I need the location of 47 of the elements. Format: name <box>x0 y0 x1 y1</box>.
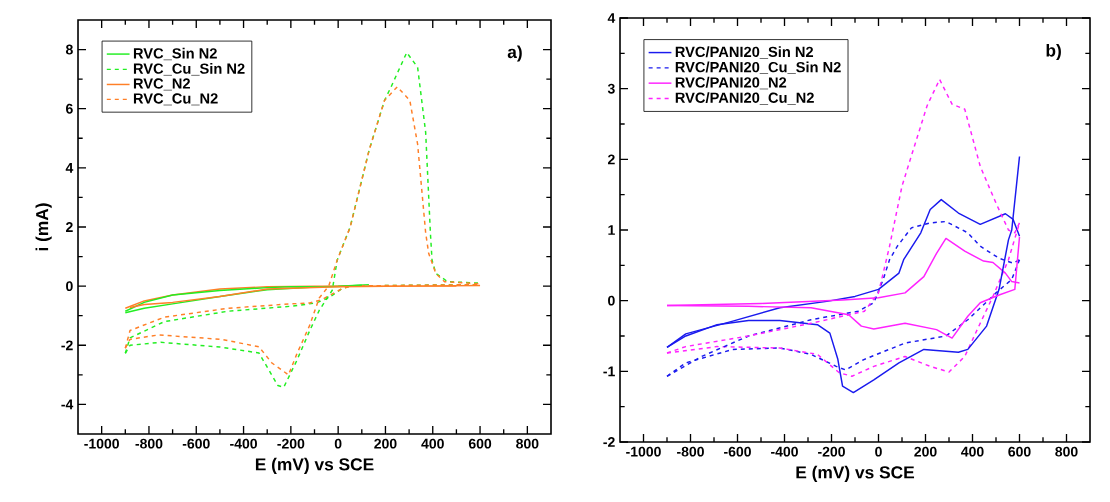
y-tick-label: -4 <box>61 399 74 410</box>
y-tick-label: 2 <box>65 222 73 232</box>
x-tick-label: 0 <box>334 438 342 449</box>
x-tick-label: -800 <box>135 438 163 449</box>
x-axis-title: E (mV) vs SCE <box>255 457 374 474</box>
x-tick-label: -400 <box>230 438 257 449</box>
y-tick-label: 8 <box>65 44 73 55</box>
y-tick-label: 2 <box>607 154 615 165</box>
legend-label: RVC_Cu_N2 <box>133 93 218 106</box>
legend-label: RVC_Sin N2 <box>133 47 217 61</box>
x-tick-label: -600 <box>724 446 751 457</box>
x-tick-label: -600 <box>182 438 210 449</box>
legend-label: RVC_Cu_Sin N2 <box>133 63 245 76</box>
y-axis-title: i (mA) <box>35 203 52 251</box>
y-tick-label: 0 <box>608 295 615 306</box>
x-tick-label: 200 <box>374 438 397 449</box>
y-tick-label: 4 <box>65 163 74 173</box>
x-tick-label: 400 <box>961 446 984 457</box>
annotation: a) <box>507 45 522 62</box>
x-tick-label: 400 <box>421 438 444 449</box>
y-tick-label: 0 <box>66 281 73 292</box>
legend-label: RVC/PANI20_Cu_N2 <box>675 92 814 105</box>
y-tick-label: 1 <box>608 225 615 235</box>
legend-label: RVC/PANI20_Sin N2 <box>675 46 814 59</box>
x-tick-label: 800 <box>1055 446 1078 457</box>
x-tick-label: 200 <box>914 446 937 457</box>
x-tick-label: -800 <box>677 446 704 457</box>
y-tick-label: -2 <box>61 340 73 351</box>
x-tick-label: -200 <box>818 446 845 457</box>
x-axis-title: E (mV) vs SCE <box>796 465 915 482</box>
x-tick-label: -200 <box>277 438 305 449</box>
legend-label: RVC/PANI20_Cu_Sin N2 <box>675 61 841 74</box>
y-tick-label: -2 <box>603 437 615 447</box>
y-tick-label: -1 <box>603 366 615 377</box>
x-tick-label: 600 <box>1008 446 1031 457</box>
y-tick-label: 6 <box>66 103 73 114</box>
x-tick-label: 800 <box>516 438 539 449</box>
legend-label: RVC_N2 <box>133 78 190 91</box>
x-tick-label: -1000 <box>84 438 119 449</box>
y-tick-label: 4 <box>607 13 616 23</box>
y-tick-label: 3 <box>607 83 615 94</box>
annotation: b) <box>1046 43 1061 61</box>
x-tick-label: 0 <box>875 446 882 457</box>
x-tick-label: -400 <box>771 446 798 457</box>
x-tick-label: 600 <box>468 438 492 449</box>
x-tick-label: -1000 <box>626 446 661 457</box>
legend-label: RVC/PANI20_N2 <box>675 76 787 90</box>
